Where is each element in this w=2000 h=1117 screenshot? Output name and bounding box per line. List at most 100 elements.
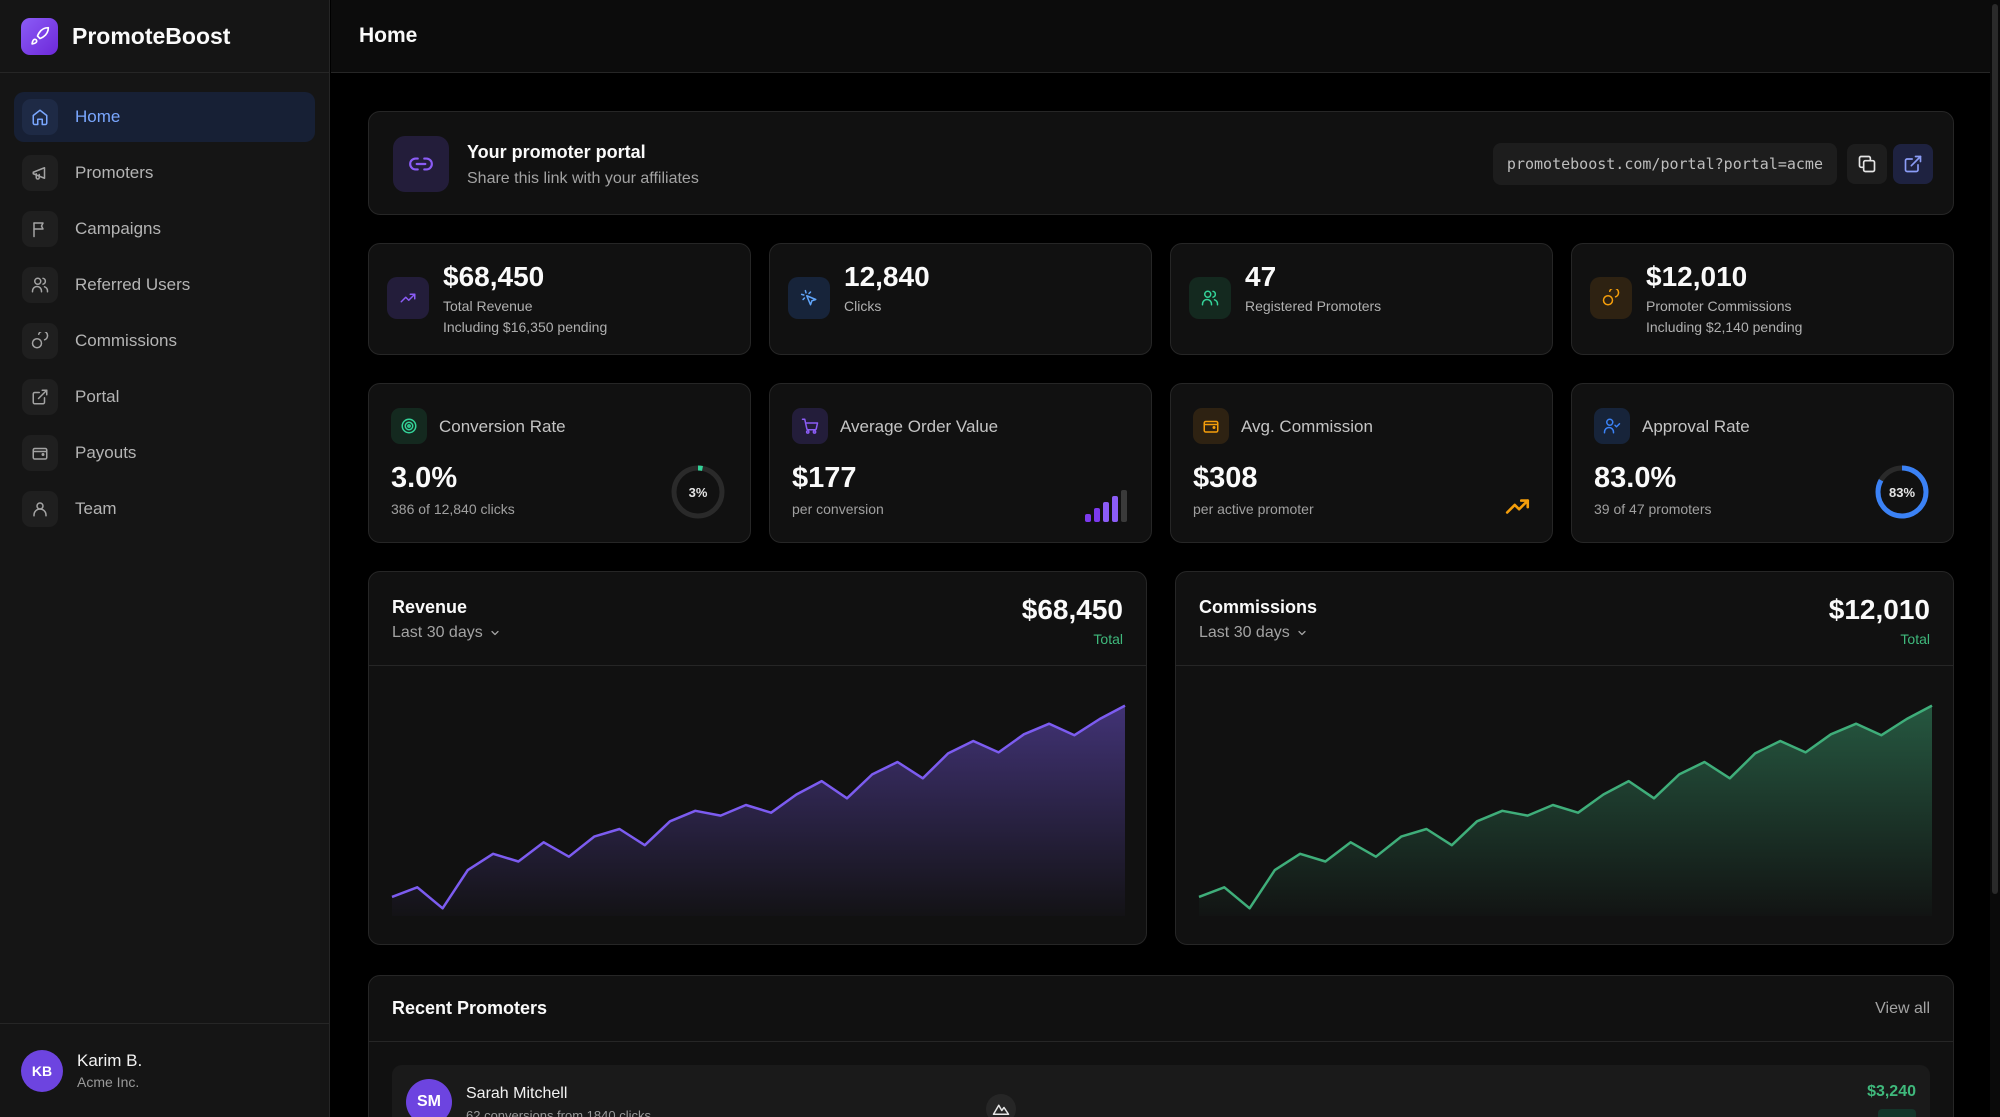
kpi-label: Clicks [844, 298, 882, 314]
commissions-area-chart [1198, 704, 1933, 916]
cart-icon [792, 408, 828, 444]
scrollbar[interactable] [1990, 0, 2000, 1117]
portal-url[interactable]: promoteboost.com/portal?portal=acme [1492, 143, 1837, 185]
kpi-value: $12,010 [1646, 261, 1748, 292]
range-label: Last 30 days [392, 624, 483, 641]
sidebar-item-label: Team [75, 499, 117, 518]
page-title: Home [359, 24, 418, 47]
user-check-icon [1594, 408, 1630, 444]
open-portal-button[interactable] [1893, 144, 1933, 184]
sidebar-item-referred-users[interactable]: Referred Users [14, 260, 315, 310]
users-icon [22, 267, 58, 303]
portal-subtitle: Share this link with your affiliates [467, 170, 699, 187]
conversion-ring: 3% [671, 465, 725, 519]
copy-button[interactable] [1847, 144, 1887, 184]
bar-chart-icon [1085, 490, 1127, 522]
range-label: Last 30 days [1199, 624, 1290, 641]
sidebar-item-team[interactable]: Team [14, 484, 315, 534]
coins-icon [22, 323, 58, 359]
kpi-value: 47 [1245, 261, 1277, 292]
chevron-down-icon [1298, 630, 1306, 636]
metric-sub: per conversion [792, 501, 884, 517]
sidebar-item-label: Commissions [75, 331, 178, 350]
sidebar-item-label: Home [75, 107, 121, 126]
coins-icon [1590, 277, 1632, 319]
target-icon [391, 408, 427, 444]
metric-label: Average Order Value [840, 417, 999, 436]
kpi-card-clicks: 12,840 Clicks [769, 243, 1152, 355]
chart-title: Commissions [1199, 597, 1318, 617]
metric-sub: 39 of 47 promoters [1594, 501, 1712, 517]
promoter-stats: 62 conversions from 1840 clicks [466, 1108, 651, 1117]
kpi-card-registered-promoters: 47 Registered Promoters [1170, 243, 1553, 355]
scrollbar-thumb[interactable] [1992, 4, 1998, 894]
sidebar-item-commissions[interactable]: Commissions [14, 316, 315, 366]
page-header: Home [331, 0, 2000, 73]
conversion-ring-progress [671, 465, 725, 519]
approval-ring-text: 83% [1889, 485, 1915, 500]
avatar: KB [21, 1049, 63, 1092]
wallet-icon [22, 435, 58, 471]
metric-card-avg-commission: Avg. Commission $308 per active promoter [1170, 383, 1553, 543]
chart-total-label: Total [1093, 631, 1123, 647]
promoter-amount: $3,240 [1867, 1083, 1916, 1100]
external-link-icon [1904, 155, 1922, 173]
megaphone-icon [22, 155, 58, 191]
approval-ring: 83% [1875, 465, 1929, 519]
chevron-down-icon [491, 630, 499, 636]
view-all-link[interactable]: View all [1875, 1000, 1930, 1017]
metric-sub: per active promoter [1193, 501, 1314, 517]
sidebar-item-home[interactable]: Home [14, 92, 315, 142]
copy-icon [1858, 155, 1876, 173]
portal-card: Your promoter portal Share this link wit… [368, 111, 1954, 215]
sidebar-item-portal[interactable]: Portal [14, 372, 315, 422]
chart-title: Revenue [392, 597, 468, 617]
brand[interactable]: PromoteBoost [0, 0, 329, 73]
sidebar-item-campaigns[interactable]: Campaigns [14, 204, 315, 254]
revenue-chart-card: Revenue Last 30 days $68,450 Total [368, 571, 1147, 945]
rocket-icon [21, 17, 58, 55]
sidebar-item-label: Referred Users [75, 275, 191, 294]
sidebar-item-promoters[interactable]: Promoters [14, 148, 315, 198]
kpi-label: Promoter Commissions [1646, 298, 1792, 314]
section-title: Recent Promoters [392, 998, 548, 1018]
range-select[interactable]: Last 30 days [1199, 624, 1308, 642]
kpi-card-promoter-commissions: $12,010 Promoter Commissions Including $… [1571, 243, 1954, 355]
chart-total: $68,450 [1021, 594, 1123, 625]
sidebar-nav: Home Promoters Campaigns Referred Users … [0, 73, 329, 534]
portal-title: Your promoter portal [467, 142, 646, 162]
kpi-label: Registered Promoters [1245, 298, 1382, 314]
team-icon [22, 491, 58, 527]
chart-area-fill [1199, 705, 1932, 916]
list-item[interactable]: SM Sarah Mitchell 62 conversions from 18… [392, 1065, 1930, 1117]
metric-value: 83.0% [1594, 462, 1677, 494]
trending-up-icon [387, 277, 429, 319]
flag-icon [22, 211, 58, 247]
sidebar-item-label: Promoters [75, 163, 154, 182]
metric-card-average-order-value: Average Order Value $177 per conversion [769, 383, 1152, 543]
avatar: SM [406, 1079, 452, 1117]
kpi-card-total-revenue: $68,450 Total Revenue Including $16,350 … [368, 243, 751, 355]
metric-label: Approval Rate [1642, 417, 1750, 436]
link-icon [393, 136, 449, 192]
sidebar: PromoteBoost Home Promoters Campaigns Re… [0, 0, 330, 1117]
kpi-sub: Including $2,140 pending [1646, 319, 1803, 335]
wallet-icon [1193, 408, 1229, 444]
user-org: Acme Inc. [77, 1074, 140, 1090]
promoter-name: Sarah Mitchell [466, 1085, 568, 1102]
metric-card-conversion-rate: Conversion Rate 3.0% 386 of 12,840 click… [368, 383, 751, 543]
chart-series-line [1198, 704, 1933, 910]
chart-series-line [391, 704, 1126, 910]
user-menu[interactable]: KB Karim B. Acme Inc. [0, 1023, 329, 1117]
user-name: Karim B. [77, 1051, 143, 1070]
chart-area-fill [392, 705, 1125, 916]
chart-total-label: Total [1900, 631, 1930, 647]
sidebar-item-payouts[interactable]: Payouts [14, 428, 315, 478]
kpi-sub: Including $16,350 pending [443, 319, 608, 335]
kpi-value: $68,450 [443, 261, 545, 292]
range-select[interactable]: Last 30 days [392, 624, 501, 642]
kpi-label: Total Revenue [443, 298, 533, 314]
chart-total: $12,010 [1828, 594, 1930, 625]
revenue-area-chart [391, 704, 1126, 916]
metric-value: 3.0% [391, 462, 458, 494]
